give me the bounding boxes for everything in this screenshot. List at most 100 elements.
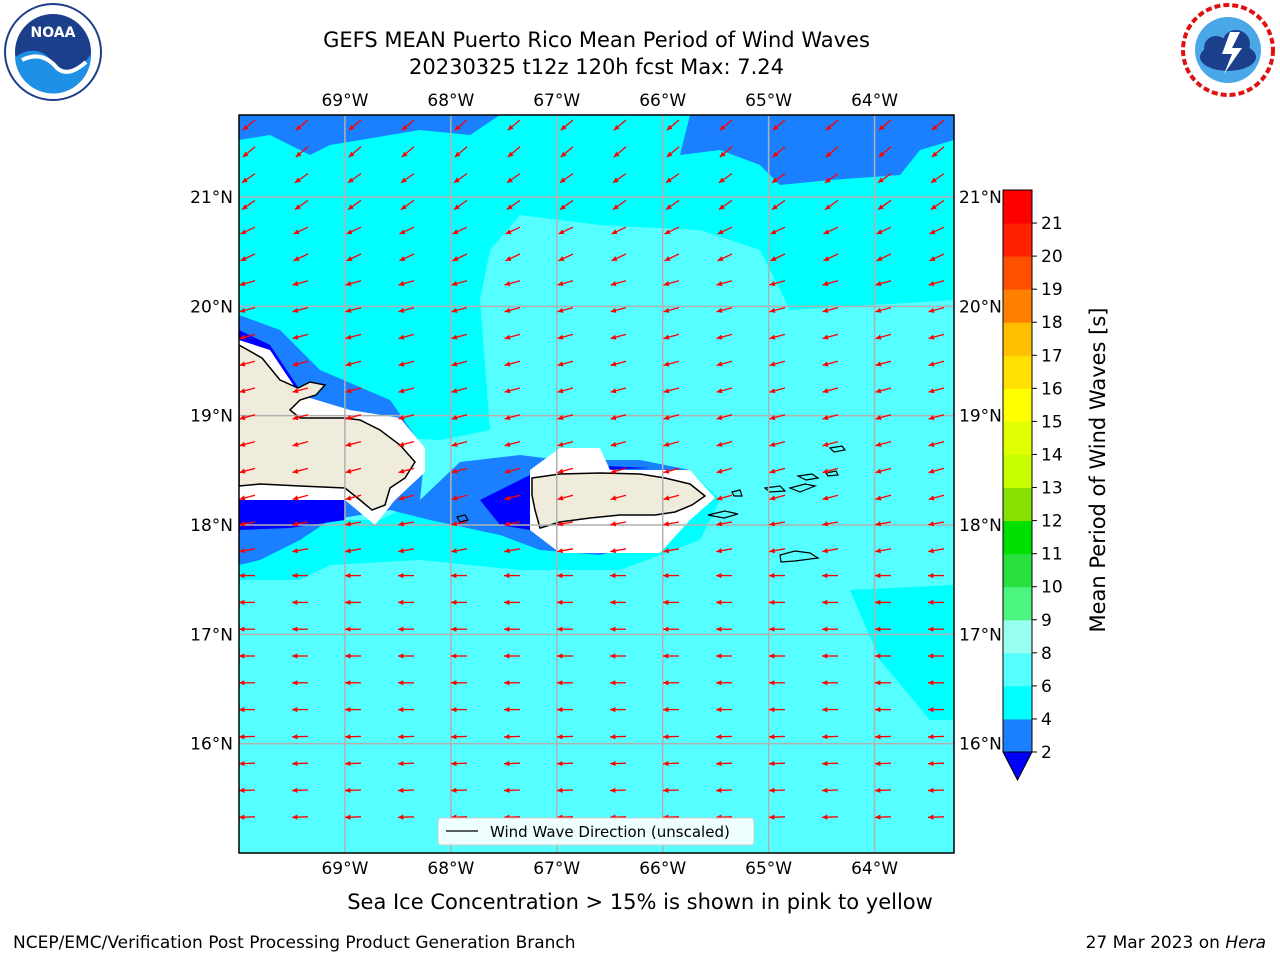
wind-wave-arrow xyxy=(239,306,256,313)
wind-wave-arrow xyxy=(453,173,468,184)
wind-wave-arrow xyxy=(556,760,574,767)
colorbar-tick-label: 11 xyxy=(1041,545,1063,565)
wind-wave-arrow xyxy=(822,653,838,659)
wind-wave-arrow xyxy=(239,653,255,659)
lon-label-bottom: 64°W xyxy=(851,859,898,879)
wind-wave-arrow xyxy=(716,599,732,606)
wind-wave-arrow xyxy=(345,680,361,686)
wind-wave-arrow xyxy=(769,599,785,606)
wind-wave-arrow xyxy=(292,626,308,632)
wind-wave-arrow xyxy=(716,280,733,287)
wind-wave-arrow xyxy=(874,787,892,793)
wind-wave-arrow xyxy=(451,467,468,474)
wind-wave-arrow xyxy=(451,572,467,579)
wind-wave-arrow xyxy=(610,626,626,632)
wind-wave-arrow xyxy=(927,814,945,820)
wind-wave-arrow xyxy=(239,599,255,606)
wind-wave-arrow xyxy=(875,521,892,527)
wind-wave-arrow xyxy=(822,494,839,501)
wind-wave-arrow xyxy=(399,253,415,262)
wind-wave-arrow xyxy=(558,226,574,235)
wave-period-band-southeast xyxy=(850,585,954,720)
wind-wave-arrow xyxy=(504,333,521,340)
lat-label-right: 16°N xyxy=(959,735,1002,755)
wind-wave-arrow xyxy=(610,706,626,713)
wind-wave-arrow xyxy=(453,199,468,211)
wind-wave-arrow xyxy=(770,253,786,262)
lat-label-right: 19°N xyxy=(959,407,1002,427)
wind-wave-arrow xyxy=(506,173,521,184)
colorbar-label: Mean Period of Wind Waves [s] xyxy=(1086,308,1110,633)
wind-wave-arrow xyxy=(345,467,362,474)
wind-wave-arrow xyxy=(557,280,574,287)
wind-wave-arrow xyxy=(610,494,627,501)
wind-wave-arrow xyxy=(292,440,309,447)
wave-period-band-lowest-west-pr xyxy=(480,475,530,530)
wind-wave-arrow xyxy=(557,626,573,632)
wind-wave-arrow xyxy=(821,787,839,793)
wind-wave-arrow xyxy=(716,706,732,713)
colorbar-tick-label: 9 xyxy=(1041,611,1052,631)
wind-wave-arrow xyxy=(874,814,892,820)
wind-wave-arrow xyxy=(450,734,468,740)
gridlines xyxy=(239,115,954,853)
wind-wave-arrow xyxy=(663,521,680,527)
island-mona xyxy=(456,514,469,523)
wind-wave-arrow xyxy=(821,814,839,820)
wind-wave-arrow xyxy=(451,360,468,367)
wind-wave-arrow xyxy=(345,626,361,632)
wind-wave-arrow xyxy=(239,360,256,367)
wind-wave-arrow xyxy=(239,572,255,579)
wind-wave-arrow xyxy=(666,119,680,131)
wind-wave-arrow xyxy=(241,173,256,184)
wind-wave-arrow xyxy=(928,494,945,501)
wind-wave-arrow xyxy=(398,680,414,686)
wind-wave-arrow xyxy=(663,572,679,579)
wind-wave-arrow xyxy=(613,119,627,131)
wind-wave-arrow xyxy=(716,414,733,421)
wind-wave-arrow xyxy=(772,119,786,131)
wind-wave-arrow xyxy=(822,680,838,686)
wind-wave-arrow xyxy=(610,414,627,421)
wind-wave-arrow xyxy=(557,521,574,527)
wind-wave-arrow xyxy=(292,467,309,474)
colorbar-segment xyxy=(1003,256,1032,290)
wind-wave-arrow xyxy=(930,199,945,211)
colorbar-tick-label: 18 xyxy=(1041,313,1063,333)
wind-wave-arrow xyxy=(610,360,627,367)
colorbar-tick-label: 15 xyxy=(1041,412,1063,432)
wind-wave-arrow xyxy=(769,360,786,367)
wind-wave-arrow xyxy=(927,760,945,767)
wind-wave-arrow xyxy=(504,626,520,632)
wind-wave-arrow xyxy=(451,653,467,659)
wind-wave-arrow xyxy=(504,467,521,474)
wind-wave-arrow xyxy=(451,599,467,606)
wind-wave-arrow xyxy=(292,414,309,421)
wind-wave-arrow xyxy=(875,333,892,340)
wind-wave-arrow xyxy=(507,119,521,131)
wind-wave-arrow xyxy=(239,521,256,527)
wind-wave-arrow xyxy=(398,521,415,527)
wind-wave-arrow xyxy=(825,119,839,131)
wind-wave-arrow xyxy=(452,226,468,235)
footer-date: 27 Mar 2023 on Hera xyxy=(1086,933,1266,953)
wind-wave-arrow xyxy=(345,572,361,579)
wind-wave-arrow xyxy=(928,548,945,554)
wind-wave-arrow xyxy=(825,146,839,158)
wind-wave-arrow xyxy=(610,599,626,606)
wind-wave-arrow xyxy=(875,360,892,367)
wind-wave-arrow xyxy=(239,760,256,767)
wind-wave-arrow xyxy=(295,146,309,158)
wind-wave-arrow xyxy=(716,653,732,659)
wind-wave-arrow xyxy=(610,548,627,554)
wind-wave-arrow xyxy=(292,521,309,527)
wind-wave-arrow xyxy=(875,494,892,501)
wind-wave-arrow xyxy=(292,494,309,501)
wind-wave-arrow xyxy=(663,494,680,501)
wind-wave-arrow xyxy=(239,280,256,287)
wind-wave-arrow xyxy=(875,280,892,287)
wind-wave-arrow xyxy=(398,653,414,659)
wind-wave-arrow xyxy=(239,414,256,421)
wind-wave-arrow xyxy=(503,734,521,740)
